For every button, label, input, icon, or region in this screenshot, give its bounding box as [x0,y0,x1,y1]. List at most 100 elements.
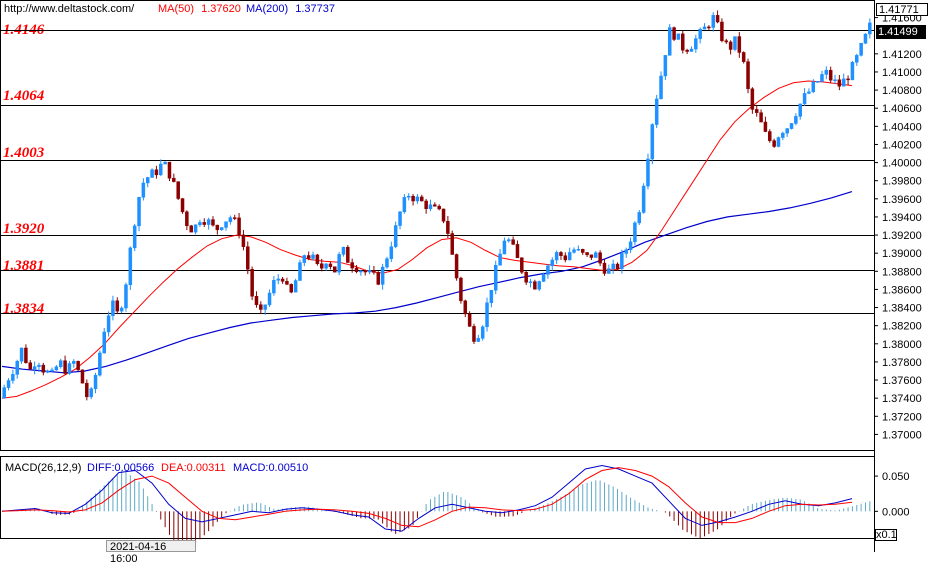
candle-body [841,78,846,87]
candle-body [824,69,829,75]
candle-body [276,278,280,281]
candle-body [85,382,89,398]
price-tick-label: 1.37400 [882,393,922,405]
candle-body [437,205,441,210]
candle-body [150,169,154,178]
candle-body [385,258,389,268]
candle-body [641,185,646,213]
candle-body [776,137,781,147]
candle-body [224,221,228,228]
candle-body [459,277,463,302]
candle-body [372,270,376,273]
candle-body [363,270,367,273]
candle-body [106,315,111,333]
candle-body [58,360,63,368]
price-tick-label: 1.40600 [882,103,922,115]
candle-body [428,204,433,209]
macd-diff: DIFF:0.00566 [87,462,155,474]
candle-body [393,225,398,247]
candle-body [785,128,789,134]
price-tick-label: 1.38600 [882,284,922,296]
candle-body [794,116,798,124]
candle-body [807,91,811,94]
candle-body [741,52,746,62]
candle-body [272,280,276,294]
candle-body [802,93,807,105]
candle-body [694,38,698,50]
candle-body [580,249,585,253]
candle-body [702,26,707,30]
candle-body [589,254,594,258]
candle-body [50,369,54,372]
candle-body [594,252,598,258]
candle-body [850,62,855,81]
ma50-line [1,80,853,399]
candle-body [759,112,763,123]
candle-body [198,222,202,226]
candle-body [154,169,159,176]
site-url[interactable]: http://www.deltastock.com/ [4,3,135,15]
candle-body [654,98,659,125]
candle-body [193,224,198,233]
candle-body [572,249,576,253]
price-tick-label: 1.37800 [882,357,922,369]
candle-body [855,55,859,63]
price-tick-label: 1.37200 [882,411,922,423]
candle-body [511,239,515,245]
candle-body [333,266,337,273]
candle-body [337,254,341,273]
ma50-label: MA(50) 1.37620 [158,3,241,16]
price-chart[interactable]: 1.416001.412001.410001.408001.406001.404… [0,0,930,552]
candle-body [493,265,498,291]
candle-body [206,219,211,225]
candle-body [163,161,167,165]
candle-body [202,222,207,225]
candle-body [102,331,106,354]
zoom-button[interactable]: x0.1 [875,529,897,541]
ma50-value: 1.37620 [201,3,241,15]
candle-body [685,49,689,52]
candle-body [185,211,189,227]
candle-body [172,177,176,182]
level-label-4: 1.3920 [3,221,45,237]
ma200-label: MA(200) 1.37737 [246,3,335,16]
candle-body [89,388,93,398]
price-axis: 1.416001.412001.410001.408001.406001.404… [874,13,922,441]
candle-body [315,254,320,264]
candle-body [254,295,259,305]
candle-body [6,380,11,388]
price-tick-label: 1.38200 [882,321,922,333]
candle-body [145,177,150,184]
candle-body [259,304,263,310]
candle-body [63,360,67,374]
macd-title: MACD(26,12,9) [5,462,82,474]
candle-body [406,195,411,198]
candle-body [576,249,581,251]
level-label-3: 1.4003 [3,145,45,161]
macd-diff-line [1,464,853,532]
candle-body [137,197,141,227]
candle-body [811,81,816,93]
candle-body [611,263,615,269]
candle-body [524,272,528,283]
candle-body [746,61,750,90]
candle-body [537,281,541,290]
candle-body [128,247,133,285]
macd-tick-label: 0.050 [882,471,910,483]
candle-body [263,304,267,310]
candle-body [859,43,863,56]
candle-body [763,121,768,132]
candle-body [533,281,537,290]
candlestick-series [2,10,872,401]
ma200-name: MA(200) [246,3,289,15]
candle-body [219,227,224,231]
candle-body [650,124,655,160]
candle-body [628,241,633,251]
macd-dea: DEA:0.00311 [161,462,226,474]
candle-body [754,109,759,113]
candle-body [515,244,520,259]
candle-body [715,15,720,23]
candle-body [341,246,346,255]
candle-body [367,270,372,273]
price-tick-label: 1.39600 [882,194,922,206]
